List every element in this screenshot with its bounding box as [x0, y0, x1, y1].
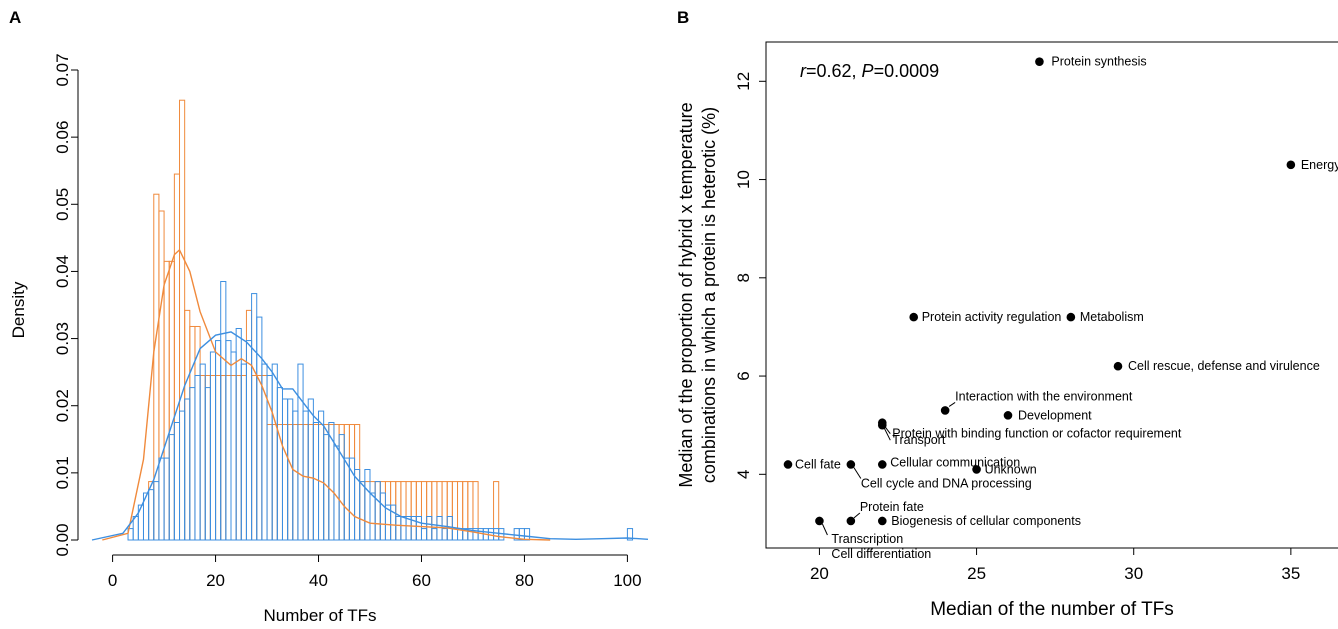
point-label: Development	[1018, 408, 1092, 422]
label-leader-line	[853, 512, 861, 519]
annotation-part: r	[800, 61, 807, 81]
scatter-point	[783, 460, 793, 469]
label-leader-line	[853, 467, 862, 479]
histogram-bar	[626, 528, 634, 541]
annotation-part: =0.62,	[806, 61, 862, 81]
scatter-point	[1286, 160, 1296, 170]
point-label: Cellular communication	[890, 455, 1020, 469]
x-axis-title: Number of TFs	[263, 606, 376, 625]
scatter-point	[877, 460, 887, 469]
point-label: Energy	[1301, 158, 1338, 172]
y-tick-label: 0.05	[53, 188, 72, 221]
y-tick-label: 0.03	[53, 322, 72, 355]
x-tick-label: 20	[810, 564, 829, 583]
y-tick-label: 0.00	[53, 523, 72, 556]
y-tick-label: 0.02	[53, 389, 72, 422]
x-tick-label: 20	[206, 571, 225, 590]
y-tick-label: 12	[734, 72, 753, 91]
panel-b-letter: B	[677, 8, 690, 27]
point-label: Cell cycle and DNA processing	[861, 476, 1032, 490]
scatter-point	[877, 420, 887, 430]
point-label: Cell rescue, defense and virulence	[1128, 359, 1320, 373]
x-axis-title: Median of the number of TFs	[930, 599, 1174, 620]
y-tick-label: 4	[734, 470, 753, 479]
point-label: Transcription	[831, 532, 903, 546]
x-tick-label: 30	[1124, 564, 1143, 583]
x-tick-label: 100	[613, 571, 641, 590]
scatter-point	[909, 312, 919, 322]
scatter-point	[972, 465, 981, 474]
point-label: Interaction with the environment	[955, 389, 1133, 403]
y-tick-label: 0.07	[53, 53, 72, 86]
y-axis-title: Median of the proportion of hybrid x tem…	[676, 102, 696, 487]
scatter-point	[815, 516, 824, 526]
x-tick-label: 35	[1281, 564, 1300, 583]
point-label: Biogenesis of cellular components	[891, 514, 1081, 528]
density-curve	[102, 248, 551, 541]
panel-a-letter: A	[9, 8, 22, 27]
y-axis-title: Density	[9, 281, 28, 338]
point-label: Unknown	[985, 462, 1037, 476]
correlation-annotation: r=0.62, P=0.0009	[800, 61, 939, 81]
y-tick-label: 0.01	[53, 456, 72, 489]
scatter-point	[1003, 411, 1013, 420]
y-tick-label: 10	[734, 170, 753, 189]
x-tick-label: 0	[108, 571, 117, 590]
x-tick-label: 80	[515, 571, 534, 590]
scatter-point	[877, 516, 887, 526]
scatter-point	[846, 516, 856, 526]
point-label: Metabolism	[1080, 310, 1144, 324]
scatter-point	[846, 460, 856, 469]
point-label: Cell differentiation	[831, 547, 931, 561]
x-tick-label: 60	[412, 571, 431, 590]
histogram-chart: 0 20 40 60 80 100 Number of TFs 0.00 0.01 0.02 0.0…	[9, 53, 649, 625]
y-tick-label: 0.04	[53, 255, 72, 288]
density-curve	[91, 331, 649, 541]
annotation-part: P	[862, 61, 874, 81]
point-label: Protein fate	[860, 500, 924, 514]
scatter-point	[940, 406, 950, 415]
point-label: Protein activity regulation	[922, 310, 1062, 324]
scatter-point	[1113, 361, 1123, 371]
y-tick-label: 6	[734, 371, 753, 380]
point-label: Cell fate	[795, 457, 841, 471]
point-label: Protein with binding function or cofacto…	[892, 427, 1182, 441]
y-tick-label: 8	[734, 273, 753, 282]
y-tick-label: 0.06	[53, 121, 72, 154]
plot-frame	[765, 41, 1338, 549]
x-tick-label: 40	[309, 571, 328, 590]
point-label: Transport	[892, 433, 946, 447]
scatter-point	[1035, 57, 1044, 66]
annotation-part: =0.0009	[874, 61, 940, 81]
label-leader-line	[948, 402, 956, 407]
x-tick-label: 25	[967, 564, 986, 583]
scatter-point	[1066, 312, 1076, 322]
point-label: Protein synthesis	[1051, 55, 1146, 69]
label-leader-line	[821, 523, 828, 536]
y-axis-title-line2: combinations in which a protein is heter…	[699, 107, 719, 483]
label-leader-line	[883, 427, 891, 441]
